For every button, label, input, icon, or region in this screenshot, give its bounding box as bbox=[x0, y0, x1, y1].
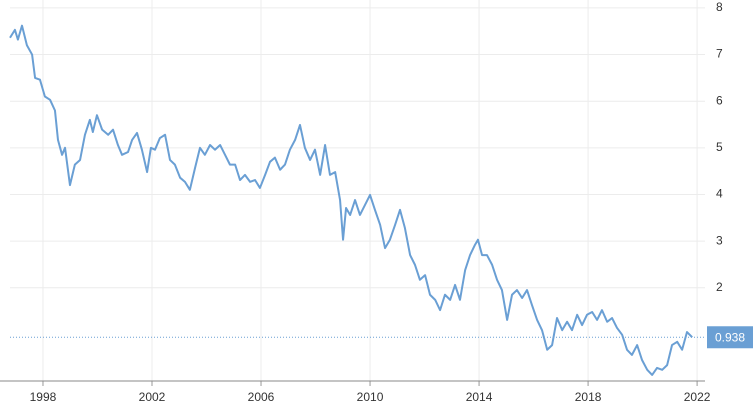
series-line bbox=[9, 24, 693, 376]
y-tick-label: 7 bbox=[716, 47, 723, 61]
y-tick-label: 6 bbox=[716, 93, 723, 107]
last-value-badge bbox=[707, 326, 753, 349]
x-tick-label: 2002 bbox=[139, 390, 166, 404]
x-tick-label: 2010 bbox=[357, 390, 384, 404]
y-tick-label: 3 bbox=[716, 233, 723, 247]
last-value-label: 0.938 bbox=[715, 330, 745, 344]
x-tick-label: 2006 bbox=[248, 390, 275, 404]
y-tick-label: 5 bbox=[716, 140, 723, 154]
x-tick-label: 2014 bbox=[466, 390, 493, 404]
x-tick-label: 1998 bbox=[30, 390, 57, 404]
y-tick-label: 2 bbox=[716, 280, 723, 294]
y-tick-label: 4 bbox=[716, 187, 723, 201]
x-tick-label: 2022 bbox=[684, 390, 711, 404]
x-tick-label: 2018 bbox=[575, 390, 602, 404]
y-tick-label: 8 bbox=[716, 0, 723, 14]
